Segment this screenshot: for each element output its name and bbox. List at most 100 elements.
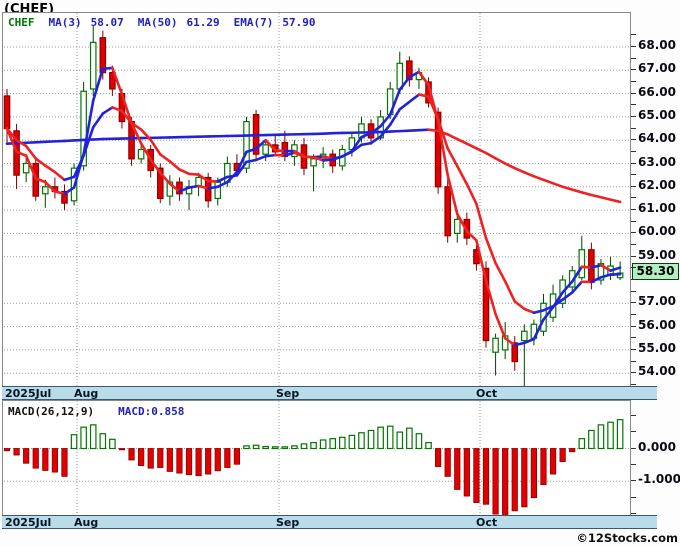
ma-line-segment: [475, 202, 488, 240]
ma-line-segment: [24, 144, 38, 160]
ma-line-segment: [369, 135, 382, 145]
watermark: ©12Stocks.com: [576, 531, 678, 545]
macd-bar-positive: [396, 431, 404, 450]
macd-bar-negative: [51, 448, 59, 473]
ma-line-segment: [523, 307, 536, 315]
ma-line-segment: [532, 318, 545, 341]
ma3-value: 58.07: [90, 16, 124, 29]
ma-line-segment: [321, 155, 335, 161]
macd-bar-positive: [109, 438, 116, 450]
price-axis-tick: [631, 232, 636, 234]
macd-bar-positive: [243, 445, 250, 450]
ma-line-segment: [44, 164, 57, 174]
macd-bar-negative: [13, 448, 20, 456]
macd-xaxis-band: 2025Jul Aug Sep Oct: [2, 515, 657, 529]
ma-line-segment: [273, 148, 287, 153]
macd-axis-label: -1.000: [638, 472, 680, 487]
macd-pane: MACD(26,12,9) MACD:0.858: [2, 400, 631, 516]
macd-bar-positive: [386, 425, 394, 450]
candle-body: [137, 148, 145, 160]
ma-line-segment: [513, 166, 526, 174]
price-axis-tick: [631, 185, 636, 187]
ma-line-segment: [139, 128, 152, 142]
candle-body: [444, 186, 451, 237]
ma-line-segment: [350, 135, 363, 153]
macd-bar-positive: [300, 443, 308, 450]
macd-axis-tick: [631, 496, 636, 498]
ma-line-segment: [465, 142, 478, 150]
ma-line-segment: [139, 142, 152, 161]
price-plot: [3, 13, 629, 386]
ma-line-segment: [561, 291, 574, 302]
ma-line-segment: [101, 66, 114, 71]
macd-bar-negative: [473, 448, 480, 504]
candle-body: [406, 60, 413, 81]
price-axis-tick: [631, 290, 636, 292]
ma-line-segment: [417, 70, 430, 87]
ma-line-segment: [197, 184, 210, 190]
macd-bar-positive: [281, 446, 289, 450]
ma-line-segment: [532, 175, 545, 182]
month-label: Aug: [74, 516, 99, 529]
macd-bar-negative: [176, 448, 183, 474]
macd-bar-negative: [166, 448, 173, 472]
ma-line-segment: [321, 158, 335, 162]
month-label: Oct: [476, 516, 498, 529]
macd-bar-negative: [434, 448, 442, 467]
ma-line-segment: [111, 66, 124, 96]
ma50-legend: MA(50) 61.29: [138, 16, 220, 29]
ma-line-segment: [475, 147, 488, 155]
price-axis-tick: [631, 104, 636, 106]
ma-line-segment: [503, 280, 517, 303]
ma-line-segment: [302, 155, 315, 159]
price-pane: CHEF MA(3) 58.07 MA(50) 61.29 EMA(7) 57.…: [2, 12, 631, 387]
ma-line-segment: [235, 160, 248, 177]
macd-bar-negative: [444, 448, 451, 477]
macd-axis-tick: [631, 480, 636, 482]
ma-line-segment: [91, 112, 105, 129]
macd-bar-negative: [214, 448, 221, 472]
ma-line-segment: [599, 195, 612, 201]
symbol-label: CHEF: [8, 16, 35, 29]
ma-line-segment: [360, 141, 373, 147]
ma-line-segment: [599, 273, 612, 279]
price-axis-tick: [631, 174, 636, 176]
price-xaxis-band: 2025Jul Aug Sep Oct: [2, 386, 657, 400]
macd-bar-negative: [3, 448, 11, 452]
macd-bar-negative: [118, 448, 126, 451]
ma-line-segment: [369, 124, 382, 135]
price-axis: 58.30 68.00 67.00 66.00 65.00 64.00 63.00 62.0…: [631, 12, 680, 387]
price-axis-label: 54.00: [638, 364, 676, 379]
ma-line-segment: [427, 83, 440, 123]
price-axis-tick: [631, 302, 636, 304]
ma-line-segment: [34, 157, 47, 167]
macd-bar-positive: [406, 427, 413, 450]
ma-line-segment: [254, 154, 267, 162]
macd-bar-positive: [70, 434, 78, 450]
macd-bar-negative: [138, 448, 145, 466]
macd-bar-negative: [195, 448, 202, 477]
macd-bar-positive: [616, 419, 624, 450]
price-axis-tick: [631, 80, 636, 82]
ma-line-segment: [91, 67, 105, 102]
macd-bar-positive: [319, 439, 327, 450]
candle-body: [482, 267, 490, 342]
ma-line-segment: [465, 182, 478, 206]
ma-line-segment: [609, 198, 622, 204]
ma-line-segment: [484, 279, 497, 316]
price-axis-label: 64.00: [638, 131, 676, 146]
macd-bar-positive: [607, 421, 614, 450]
price-axis-tick: [631, 209, 636, 211]
month-label: 2025Jul: [5, 516, 52, 529]
ma-line-segment: [388, 88, 402, 116]
macd-bar-negative: [147, 448, 154, 469]
macd-bar-negative: [549, 448, 557, 475]
ma-line-segment: [53, 190, 66, 196]
candle-body: [109, 72, 116, 90]
price-axis-label: 56.00: [638, 317, 676, 332]
candle-body: [89, 41, 97, 90]
ma-line-segment: [130, 121, 143, 145]
ma-line-segment: [446, 133, 459, 141]
ma-line-segment: [379, 123, 392, 138]
